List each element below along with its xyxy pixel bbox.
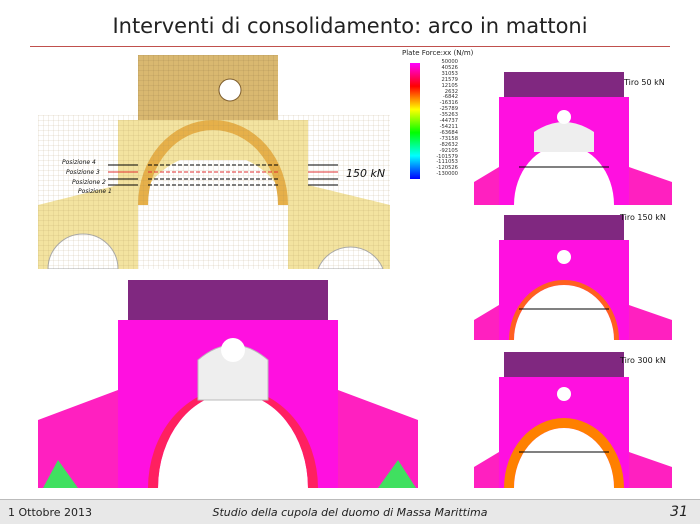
stress-plot-tiro-50: [474, 72, 672, 205]
legend-value: -101579: [436, 153, 458, 160]
legend-value: -111053: [436, 159, 458, 166]
stress-plot-tiro-150: [474, 215, 672, 340]
legend-value: 21579: [441, 76, 458, 83]
legend-value: -92105: [439, 147, 458, 154]
footer-date: 1 Ottobre 2013: [8, 506, 93, 519]
legend-value: 40526: [441, 64, 458, 71]
legend-value: -120526: [436, 165, 458, 172]
legend-values: 50000 40526 31053 21579 12105 2632 -6842 -16316…: [426, 59, 458, 178]
legend-value: -6842: [442, 94, 458, 101]
legend-value: -44737: [439, 118, 458, 125]
legend-value: 50000: [441, 59, 458, 65]
legend-value: -25789: [439, 106, 458, 113]
case-label-150: Tiro 150 kN: [620, 213, 666, 222]
legend-value: -63684: [439, 129, 458, 136]
page-number: 31: [670, 504, 688, 520]
case-label-300: Tiro 300 kN: [620, 356, 666, 365]
legend-value: -16316: [439, 100, 458, 107]
position-2-label: Posizione 2: [72, 179, 106, 186]
legend-value: -35263: [439, 112, 458, 119]
color-scale: [410, 63, 420, 179]
fem-model-mesh: [38, 55, 390, 269]
stress-plot-large: [38, 280, 418, 488]
footer: 1 Ottobre 2013 Studio della cupola del d…: [0, 499, 700, 524]
legend-title: Plate Force:xx (N/m): [402, 49, 474, 57]
legend-value: -73158: [439, 135, 458, 142]
stress-plot-tiro-300: [474, 352, 672, 488]
legend-value: 31053: [441, 70, 458, 77]
position-4-label: Posizione 4: [62, 159, 96, 166]
legend-value: -54211: [439, 123, 458, 130]
legend-value: -82632: [439, 141, 458, 148]
legend-value: 12105: [441, 82, 458, 89]
title-divider: [30, 46, 670, 47]
slide-title: Interventi di consolidamento: arco in ma…: [112, 14, 588, 38]
case-label-50: Tiro 50 kN: [624, 78, 665, 87]
load-label: 150 kN: [346, 167, 386, 180]
position-3-label: Posizione 3: [66, 169, 100, 176]
legend-value: 2632: [444, 88, 458, 95]
footer-title: Studio della cupola del duomo di Massa M…: [212, 506, 488, 519]
legend-value: -130000: [436, 171, 458, 178]
position-1-label: Posizione 1: [78, 188, 112, 195]
